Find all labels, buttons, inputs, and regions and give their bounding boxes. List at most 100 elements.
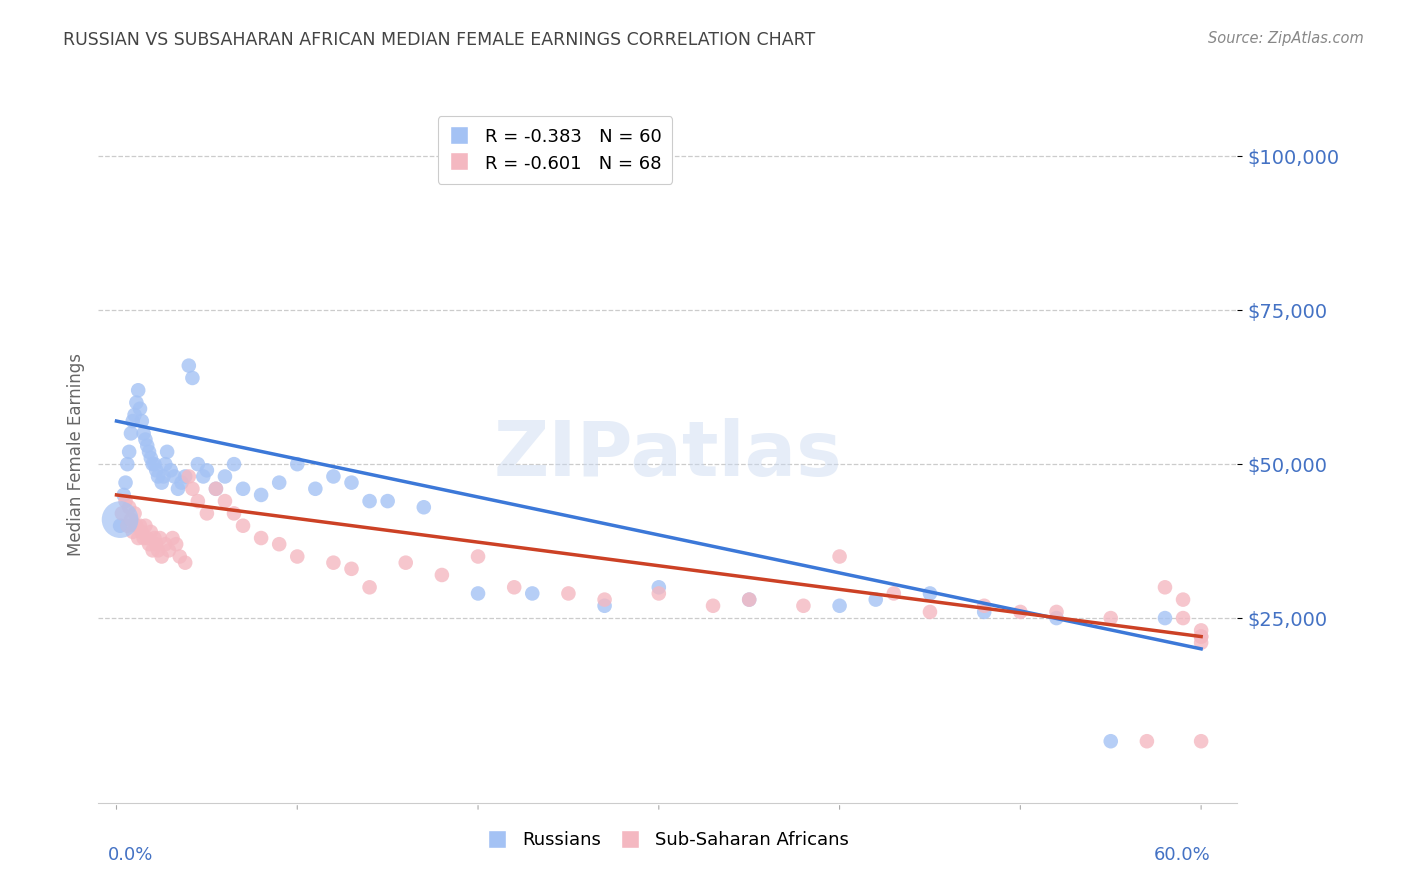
Point	[142, 457, 165, 471]
Point	[340, 562, 363, 576]
Point	[162, 531, 184, 545]
Point	[232, 482, 254, 496]
Point	[143, 457, 166, 471]
Point	[165, 537, 187, 551]
Point	[285, 549, 308, 564]
Point	[359, 494, 381, 508]
Point	[111, 507, 134, 521]
Point	[174, 556, 197, 570]
Point	[131, 524, 153, 539]
Point	[118, 500, 141, 515]
Point	[973, 599, 995, 613]
Point	[222, 507, 245, 521]
Point	[412, 500, 434, 515]
Point	[193, 469, 215, 483]
Point	[167, 482, 190, 496]
Point	[269, 537, 291, 551]
Point	[918, 586, 941, 600]
Point	[132, 426, 155, 441]
Point	[177, 359, 200, 373]
Point	[1189, 636, 1212, 650]
Point	[593, 592, 616, 607]
Point	[503, 580, 526, 594]
Point	[195, 507, 218, 521]
Point	[117, 518, 139, 533]
Point	[1171, 592, 1194, 607]
Point	[430, 568, 453, 582]
Point	[159, 463, 181, 477]
Point	[285, 457, 308, 471]
Point	[142, 543, 165, 558]
Point	[108, 512, 131, 526]
Point	[139, 524, 162, 539]
Point	[865, 592, 887, 607]
Point	[150, 549, 173, 564]
Point	[170, 475, 193, 490]
Point	[918, 605, 941, 619]
Point	[395, 556, 418, 570]
Point	[269, 475, 291, 490]
Point	[149, 531, 172, 545]
Text: Source: ZipAtlas.com: Source: ZipAtlas.com	[1208, 31, 1364, 46]
Point	[127, 384, 149, 398]
Text: ZIPatlas: ZIPatlas	[494, 418, 842, 491]
Point	[125, 518, 148, 533]
Point	[169, 549, 191, 564]
Point	[340, 475, 363, 490]
Point	[1171, 611, 1194, 625]
Point	[145, 537, 167, 551]
Point	[792, 599, 814, 613]
Legend: Russians, Sub-Saharan Africans: Russians, Sub-Saharan Africans	[479, 824, 856, 856]
Point	[125, 395, 148, 409]
Point	[156, 445, 179, 459]
Point	[163, 469, 186, 483]
Point	[214, 469, 236, 483]
Point	[121, 524, 143, 539]
Point	[1045, 611, 1067, 625]
Point	[522, 586, 544, 600]
Point	[132, 531, 155, 545]
Point	[112, 488, 135, 502]
Point	[157, 543, 180, 558]
Point	[359, 580, 381, 594]
Point	[145, 463, 167, 477]
Point	[136, 531, 159, 545]
Point	[195, 463, 218, 477]
Point	[146, 469, 169, 483]
Point	[648, 580, 671, 594]
Point	[557, 586, 579, 600]
Text: RUSSIAN VS SUBSAHARAN AFRICAN MEDIAN FEMALE EARNINGS CORRELATION CHART: RUSSIAN VS SUBSAHARAN AFRICAN MEDIAN FEM…	[63, 31, 815, 49]
Point	[322, 469, 344, 483]
Point	[1045, 605, 1067, 619]
Point	[828, 549, 851, 564]
Point	[108, 518, 131, 533]
Point	[322, 556, 344, 570]
Point	[129, 518, 152, 533]
Point	[205, 482, 228, 496]
Point	[174, 469, 197, 483]
Point	[120, 426, 142, 441]
Point	[134, 433, 156, 447]
Point	[1154, 580, 1177, 594]
Point	[1189, 630, 1212, 644]
Point	[155, 457, 177, 471]
Point	[702, 599, 724, 613]
Point	[124, 507, 146, 521]
Point	[377, 494, 399, 508]
Point	[214, 494, 236, 508]
Point	[177, 469, 200, 483]
Point	[1154, 611, 1177, 625]
Text: 0.0%: 0.0%	[107, 846, 153, 863]
Point	[117, 457, 139, 471]
Point	[1189, 624, 1212, 638]
Point	[222, 457, 245, 471]
Point	[181, 482, 204, 496]
Point	[120, 512, 142, 526]
Point	[1189, 734, 1212, 748]
Point	[134, 518, 156, 533]
Point	[139, 450, 162, 465]
Point	[131, 414, 153, 428]
Point	[138, 445, 160, 459]
Point	[232, 518, 254, 533]
Point	[121, 414, 143, 428]
